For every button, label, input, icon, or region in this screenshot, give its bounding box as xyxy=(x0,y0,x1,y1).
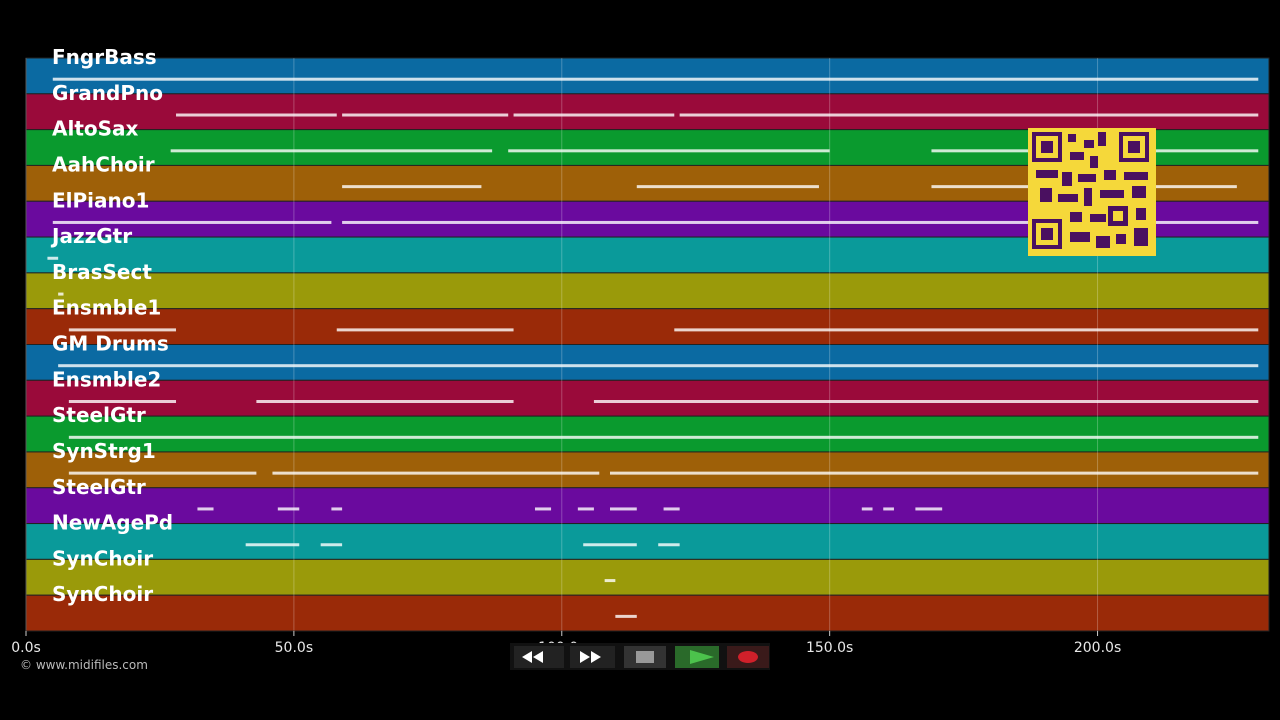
note xyxy=(577,507,594,511)
note xyxy=(58,364,1259,368)
note xyxy=(68,328,177,332)
note xyxy=(508,149,830,153)
track-name: Ensmble2 xyxy=(52,367,161,391)
notes xyxy=(47,77,1259,618)
note xyxy=(636,185,819,189)
note xyxy=(342,185,482,189)
note xyxy=(170,149,493,153)
track-name: NewAgePd xyxy=(52,511,173,535)
track-row xyxy=(25,379,1270,417)
note xyxy=(336,328,514,332)
track-row xyxy=(25,57,1270,95)
note xyxy=(342,113,509,117)
note xyxy=(609,471,1259,475)
track-row xyxy=(25,272,1270,310)
track-row xyxy=(25,594,1270,632)
x-tick-label: 0.0s xyxy=(11,640,41,656)
track-name: GM Drums xyxy=(52,332,169,356)
track-name: BrasSect xyxy=(52,260,152,284)
track-name: GrandPno xyxy=(52,81,163,105)
track-row xyxy=(25,523,1270,560)
note xyxy=(68,435,1259,439)
x-tick-label: 200.0s xyxy=(1074,640,1121,656)
track-name: ElPiano1 xyxy=(52,188,149,212)
note xyxy=(663,507,680,511)
note xyxy=(583,543,637,547)
note xyxy=(513,113,675,117)
track-row xyxy=(25,308,1270,345)
note xyxy=(604,579,616,583)
note xyxy=(593,400,1259,404)
track-row xyxy=(25,558,1270,596)
track-name: AahChoir xyxy=(52,152,155,176)
note xyxy=(68,471,257,475)
note xyxy=(609,507,637,511)
note xyxy=(534,507,552,511)
track-name: Ensmble1 xyxy=(52,296,161,320)
note xyxy=(58,292,64,296)
track-labels: FngrBass GrandPno AltoSax AahChoir ElPiano1 J… xyxy=(50,45,173,606)
note xyxy=(915,507,943,511)
note xyxy=(679,113,1259,117)
fast-forward-button[interactable] xyxy=(570,646,615,668)
track-row xyxy=(25,451,1270,489)
note xyxy=(47,256,59,260)
note xyxy=(52,77,1259,81)
note xyxy=(331,507,343,511)
copyright: © www.midifiles.com xyxy=(20,658,148,672)
note xyxy=(883,507,894,511)
track-row xyxy=(25,344,1270,381)
rewind-button[interactable] xyxy=(514,646,564,668)
track-row xyxy=(25,487,1270,525)
track-name: SynChoir xyxy=(52,546,153,570)
transport-controls xyxy=(510,643,770,670)
track-name: JazzGtr xyxy=(50,224,132,248)
note xyxy=(197,507,214,511)
note xyxy=(615,614,637,618)
note xyxy=(52,220,332,224)
note xyxy=(256,400,514,404)
play-button[interactable] xyxy=(675,646,719,668)
note xyxy=(861,507,873,511)
record-button[interactable] xyxy=(727,646,769,668)
note xyxy=(68,400,177,404)
track-name: AltoSax xyxy=(52,117,139,141)
note xyxy=(176,113,337,117)
track-name: SteelGtr xyxy=(52,475,146,499)
track-row xyxy=(25,415,1270,453)
track-row xyxy=(25,93,1270,131)
stop-button[interactable] xyxy=(624,646,666,668)
note xyxy=(277,507,300,511)
note xyxy=(272,471,600,475)
x-tick-label: 150.0s xyxy=(806,640,853,656)
track-name: SteelGtr xyxy=(52,403,146,427)
note xyxy=(245,543,300,547)
note xyxy=(658,543,680,547)
qr-code xyxy=(1028,128,1156,256)
track-name: SynStrg1 xyxy=(52,439,156,463)
track-name: SynChoir xyxy=(52,582,153,606)
note xyxy=(320,543,343,547)
note xyxy=(674,328,1259,332)
note xyxy=(342,220,1259,224)
track-name: FngrBass xyxy=(52,45,157,69)
x-tick-label: 50.0s xyxy=(275,640,313,656)
